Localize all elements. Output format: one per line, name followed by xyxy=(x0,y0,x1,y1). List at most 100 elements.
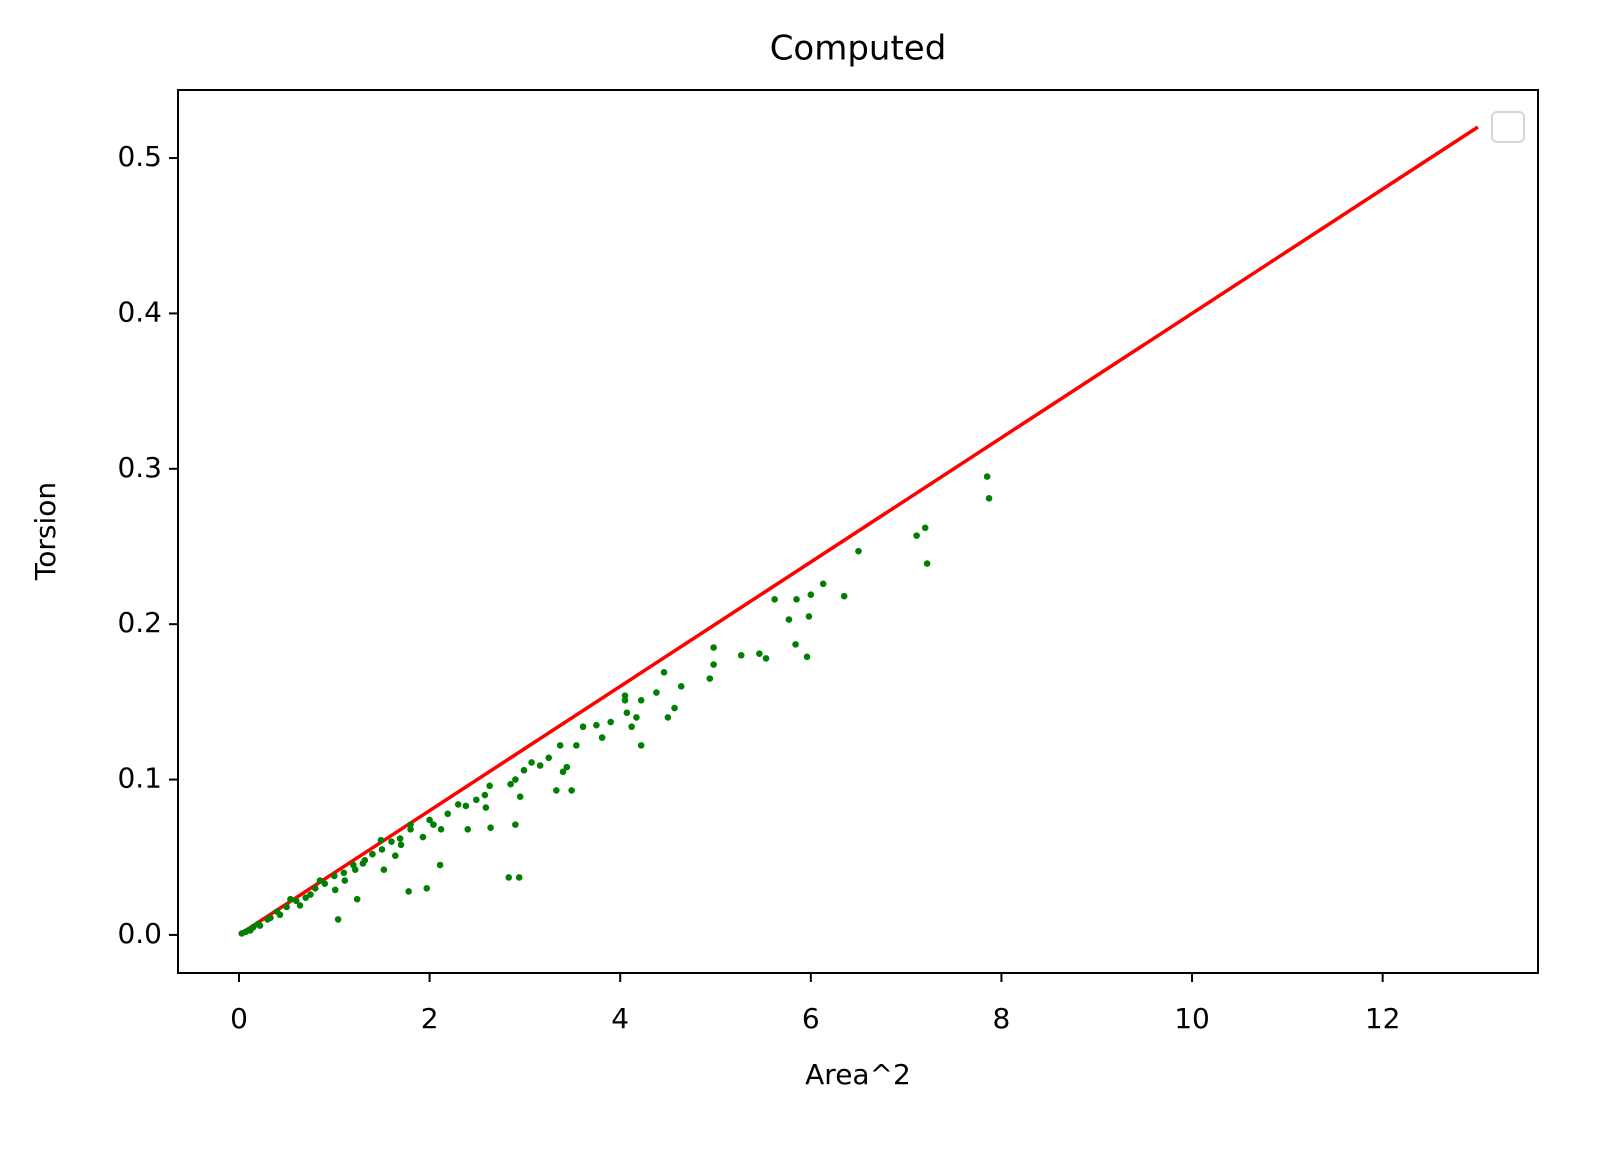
y-tick-label: 0.4 xyxy=(117,295,162,328)
point xyxy=(482,804,490,811)
x-tick-label: 12 xyxy=(1365,1002,1401,1035)
point xyxy=(430,821,437,828)
point xyxy=(633,714,640,721)
x-tick-label: 2 xyxy=(421,1002,439,1035)
point xyxy=(710,644,717,651)
point xyxy=(559,768,567,776)
point xyxy=(407,825,414,833)
point xyxy=(621,692,629,699)
point xyxy=(556,742,564,749)
point xyxy=(706,675,714,682)
point xyxy=(359,860,367,867)
point xyxy=(330,872,338,880)
point xyxy=(568,787,575,794)
point xyxy=(405,888,412,895)
point xyxy=(536,762,544,769)
point xyxy=(249,923,257,931)
point xyxy=(388,838,395,846)
point xyxy=(273,908,281,915)
point xyxy=(292,897,300,905)
point xyxy=(437,825,445,833)
point xyxy=(487,824,494,832)
point xyxy=(653,689,660,696)
point xyxy=(316,877,324,884)
y-axis-label: Torsion xyxy=(29,482,62,581)
point xyxy=(855,547,862,555)
point xyxy=(454,801,462,808)
point xyxy=(397,841,405,849)
point xyxy=(419,833,427,841)
point xyxy=(598,734,606,741)
point xyxy=(913,532,920,539)
point xyxy=(512,776,519,783)
point xyxy=(436,861,444,869)
x-tick-label: 0 xyxy=(230,1002,248,1035)
point xyxy=(245,926,252,934)
point xyxy=(805,613,813,620)
point xyxy=(545,754,553,762)
x-tick-label: 10 xyxy=(1174,1002,1210,1035)
line xyxy=(238,125,1479,937)
x-tick-label: 6 xyxy=(802,1002,820,1035)
y-tick-label: 0.0 xyxy=(117,917,162,950)
point xyxy=(573,742,580,749)
point xyxy=(792,641,799,648)
point xyxy=(505,874,513,881)
point xyxy=(341,877,349,884)
point xyxy=(710,661,717,668)
point xyxy=(923,560,931,567)
point xyxy=(785,616,793,623)
point xyxy=(921,524,929,532)
point xyxy=(254,920,262,928)
point xyxy=(553,787,560,794)
point xyxy=(607,718,614,726)
point xyxy=(426,816,433,824)
point xyxy=(660,669,668,676)
point xyxy=(380,866,388,873)
point xyxy=(481,791,489,799)
point xyxy=(391,852,399,859)
point xyxy=(677,683,685,690)
point xyxy=(762,655,770,662)
point xyxy=(671,704,678,712)
point xyxy=(840,592,848,600)
point xyxy=(311,885,319,892)
point xyxy=(803,653,811,661)
point xyxy=(807,591,815,598)
point xyxy=(771,596,778,603)
point xyxy=(593,721,600,729)
point xyxy=(334,916,342,923)
point xyxy=(283,903,290,911)
point xyxy=(264,916,271,923)
y-tick-label: 0.2 xyxy=(117,606,162,639)
point xyxy=(515,874,523,881)
point xyxy=(307,891,314,898)
point xyxy=(512,821,519,828)
x-axis-label: Area^2 xyxy=(805,1058,911,1091)
point xyxy=(528,759,535,766)
point xyxy=(756,650,763,658)
point xyxy=(819,580,827,588)
point xyxy=(985,495,993,502)
point xyxy=(473,796,480,804)
point xyxy=(378,846,386,853)
point xyxy=(423,885,431,892)
point xyxy=(302,894,310,901)
point xyxy=(628,723,635,731)
point xyxy=(296,902,304,909)
point xyxy=(377,836,385,844)
point xyxy=(369,850,376,858)
y-tick-label: 0.3 xyxy=(117,451,162,484)
point xyxy=(462,802,470,810)
point xyxy=(396,835,404,842)
point xyxy=(350,861,357,869)
point xyxy=(621,697,629,704)
point xyxy=(507,780,514,788)
y-tick-label: 0.5 xyxy=(117,140,162,173)
point xyxy=(407,821,414,828)
point xyxy=(486,782,493,790)
point xyxy=(321,880,329,887)
point xyxy=(637,742,645,749)
